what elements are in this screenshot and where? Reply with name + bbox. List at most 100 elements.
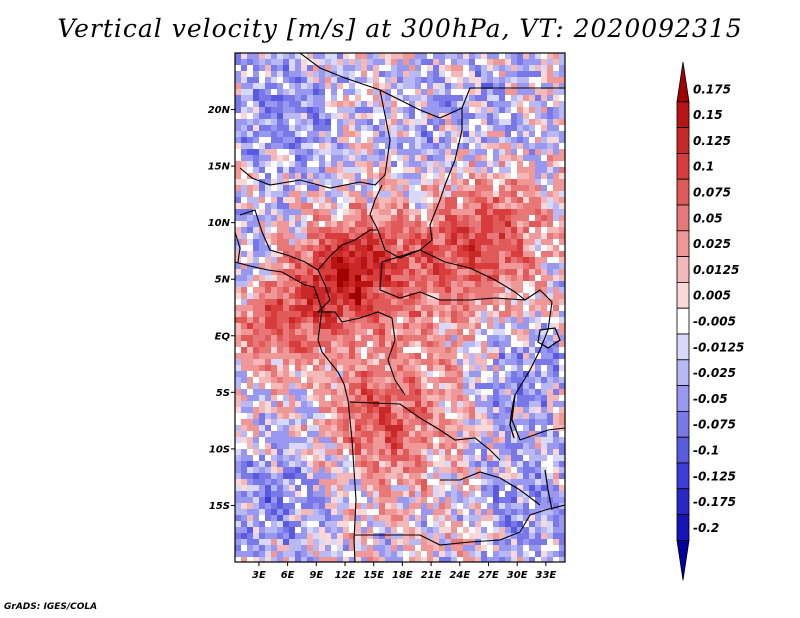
field-cell xyxy=(301,113,308,120)
field-cell xyxy=(325,329,332,336)
field-cell xyxy=(283,53,290,60)
field-cell xyxy=(361,437,368,444)
field-cell xyxy=(523,155,530,162)
field-cell xyxy=(325,509,332,516)
field-cell xyxy=(403,53,410,60)
field-cell xyxy=(253,125,260,132)
field-cell xyxy=(337,275,344,282)
field-cell xyxy=(235,557,242,562)
field-cell xyxy=(433,281,440,288)
field-cell xyxy=(301,557,308,562)
field-cell xyxy=(289,449,296,456)
field-cell xyxy=(493,383,500,390)
field-cell xyxy=(355,263,362,270)
field-cell xyxy=(415,311,422,318)
field-cell xyxy=(349,515,356,522)
field-cell xyxy=(295,383,302,390)
field-cell xyxy=(427,497,434,504)
field-cell xyxy=(451,95,458,102)
field-cell xyxy=(259,551,266,558)
field-cell xyxy=(499,125,506,132)
field-cell xyxy=(379,491,386,498)
field-cell xyxy=(493,209,500,216)
field-cell xyxy=(283,341,290,348)
field-cell xyxy=(463,413,470,420)
field-cell xyxy=(319,527,326,534)
field-cell xyxy=(535,95,542,102)
field-cell xyxy=(511,185,518,192)
field-cell xyxy=(517,215,524,222)
field-cell xyxy=(235,389,242,396)
field-cell xyxy=(259,269,266,276)
field-cell xyxy=(313,305,320,312)
field-cell xyxy=(265,359,272,366)
field-cell xyxy=(511,251,518,258)
field-cell xyxy=(397,101,404,108)
field-cell xyxy=(259,119,266,126)
field-cell xyxy=(523,545,530,552)
field-cell xyxy=(511,293,518,300)
field-cell xyxy=(385,395,392,402)
field-cell xyxy=(295,461,302,468)
field-cell xyxy=(355,89,362,96)
field-cell xyxy=(331,425,338,432)
field-cell xyxy=(343,461,350,468)
field-cell xyxy=(481,377,488,384)
field-cell xyxy=(499,461,506,468)
field-cell xyxy=(301,503,308,510)
field-cell xyxy=(391,431,398,438)
field-cell xyxy=(313,95,320,102)
field-cell xyxy=(463,437,470,444)
field-cell xyxy=(373,119,380,126)
field-cell xyxy=(487,371,494,378)
field-cell xyxy=(253,221,260,228)
field-cell xyxy=(379,347,386,354)
field-cell xyxy=(313,509,320,516)
field-cell xyxy=(259,167,266,174)
field-cell xyxy=(319,161,326,168)
field-cell xyxy=(343,119,350,126)
field-cell xyxy=(439,437,446,444)
field-cell xyxy=(331,137,338,144)
field-cell xyxy=(307,545,314,552)
field-cell xyxy=(475,425,482,432)
field-cell xyxy=(337,287,344,294)
field-cell xyxy=(559,251,565,258)
field-cell xyxy=(463,521,470,528)
field-cell xyxy=(415,371,422,378)
field-cell xyxy=(481,173,488,180)
field-cell xyxy=(271,491,278,498)
field-cell xyxy=(511,311,518,318)
field-cell xyxy=(265,269,272,276)
field-cell xyxy=(265,533,272,540)
field-cell xyxy=(535,161,542,168)
field-cell xyxy=(361,401,368,408)
field-cell xyxy=(421,71,428,78)
field-cell xyxy=(385,455,392,462)
field-cell xyxy=(547,509,554,516)
field-cell xyxy=(247,323,254,330)
field-cell xyxy=(331,479,338,486)
field-cell xyxy=(541,185,548,192)
field-cell xyxy=(553,485,560,492)
field-cell xyxy=(481,485,488,492)
field-cell xyxy=(247,473,254,480)
field-cell xyxy=(451,365,458,372)
field-cell xyxy=(307,503,314,510)
field-cell xyxy=(535,479,542,486)
field-cell xyxy=(271,557,278,562)
field-cell xyxy=(373,125,380,132)
field-cell xyxy=(553,167,560,174)
colorbar-box xyxy=(676,61,690,103)
field-cell xyxy=(289,179,296,186)
field-cell xyxy=(481,371,488,378)
field-cell xyxy=(529,77,536,84)
field-cell xyxy=(295,557,302,562)
field-cell xyxy=(355,281,362,288)
field-cell xyxy=(385,89,392,96)
field-cell xyxy=(295,155,302,162)
field-cell xyxy=(529,527,536,534)
field-cell xyxy=(547,449,554,456)
field-cell xyxy=(301,413,308,420)
field-cell xyxy=(493,197,500,204)
